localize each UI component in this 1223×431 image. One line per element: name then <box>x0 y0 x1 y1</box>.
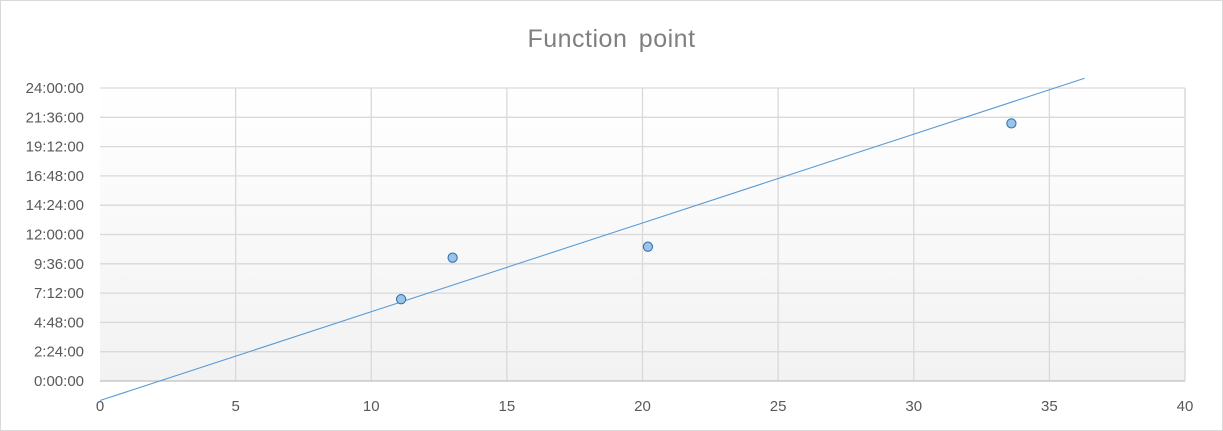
y-tick-label: 24:00:00 <box>26 80 84 97</box>
y-tick-label: 0:00:00 <box>34 373 84 390</box>
y-tick-label: 21:36:00 <box>26 109 84 126</box>
y-tick-label: 19:12:00 <box>26 139 84 156</box>
x-tick-label: 10 <box>363 398 380 415</box>
y-tick-label: 7:12:00 <box>34 285 84 302</box>
linear-trendline <box>99 77 1085 402</box>
x-tick-label: 5 <box>231 398 239 415</box>
y-tick-label: 9:36:00 <box>34 256 84 273</box>
y-tick-label: 16:48:00 <box>26 168 84 185</box>
x-tick-label: 40 <box>1177 398 1194 415</box>
y-tick-label: 12:00:00 <box>26 227 84 244</box>
data-point <box>642 241 654 252</box>
x-tick-label: 25 <box>770 398 787 415</box>
y-tick-label: 4:48:00 <box>34 314 84 331</box>
x-tick-label: 35 <box>1041 398 1058 415</box>
x-tick-label: 20 <box>634 398 651 415</box>
x-tick-label: 30 <box>905 398 922 415</box>
data-point <box>447 252 458 263</box>
y-tick-label: 14:24:00 <box>26 197 84 214</box>
data-point <box>1006 118 1017 129</box>
x-tick-label: 15 <box>499 398 516 415</box>
chart-title: Function point <box>527 25 696 53</box>
x-tick-label: 0 <box>96 398 104 415</box>
data-point <box>395 294 407 305</box>
y-tick-label: 2:24:00 <box>34 344 84 361</box>
